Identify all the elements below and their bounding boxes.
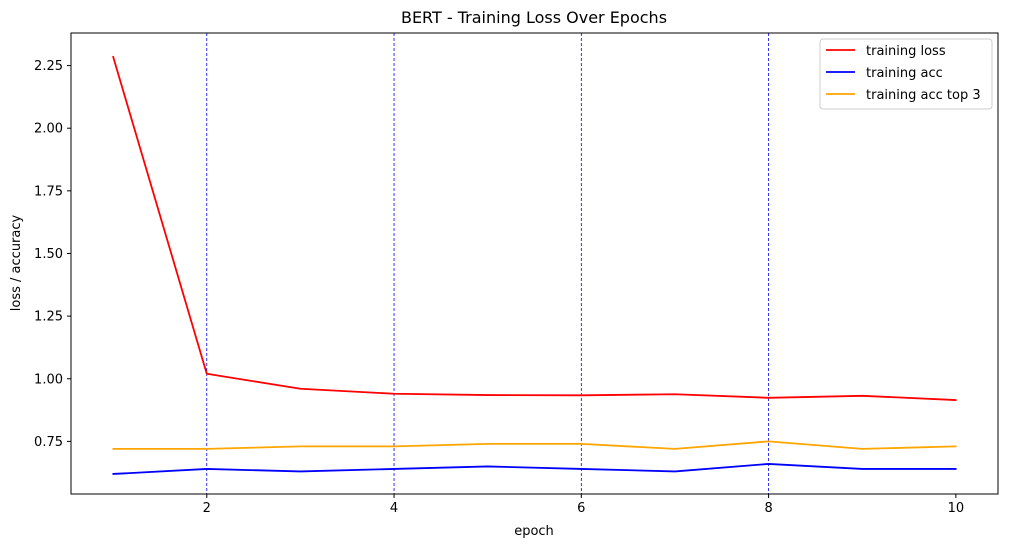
series-lines xyxy=(112,55,957,475)
y-axis-ticks: 0.75 1.00 1.25 1.50 1.75 2.00 2.25 xyxy=(34,59,71,450)
y-tick-label: 1.50 xyxy=(34,247,63,262)
chart-title: BERT - Training Loss Over Epochs xyxy=(401,8,667,27)
legend-label: training acc top 3 xyxy=(866,88,981,103)
series-line-0 xyxy=(112,55,957,401)
y-tick-label: 1.75 xyxy=(34,184,63,199)
legend-label: training loss xyxy=(866,44,946,59)
x-tick-label: 4 xyxy=(390,501,398,516)
series-line-1 xyxy=(112,463,957,475)
y-tick-label: 1.25 xyxy=(34,310,63,325)
x-tick-label: 10 xyxy=(948,501,965,516)
y-tick-label: 1.00 xyxy=(34,372,63,387)
plot-frame xyxy=(70,32,999,495)
legend-box xyxy=(819,38,993,110)
x-axis-ticks: 2 4 6 8 10 xyxy=(203,494,965,516)
legend-label: training acc xyxy=(866,66,943,81)
series-line-2 xyxy=(112,440,957,450)
y-tick-label: 2.00 xyxy=(34,122,63,137)
x-axis-label: epoch xyxy=(514,524,554,539)
legend: training loss training acc training acc to… xyxy=(819,38,993,110)
y-tick-label: 0.75 xyxy=(34,435,63,450)
y-tick-label: 2.25 xyxy=(34,59,63,74)
x-tick-label: 8 xyxy=(764,501,772,516)
vertical-reference-lines xyxy=(206,33,769,494)
x-tick-label: 2 xyxy=(203,501,211,516)
x-tick-label: 6 xyxy=(577,501,585,516)
y-axis-label: loss / accuracy xyxy=(9,214,24,311)
